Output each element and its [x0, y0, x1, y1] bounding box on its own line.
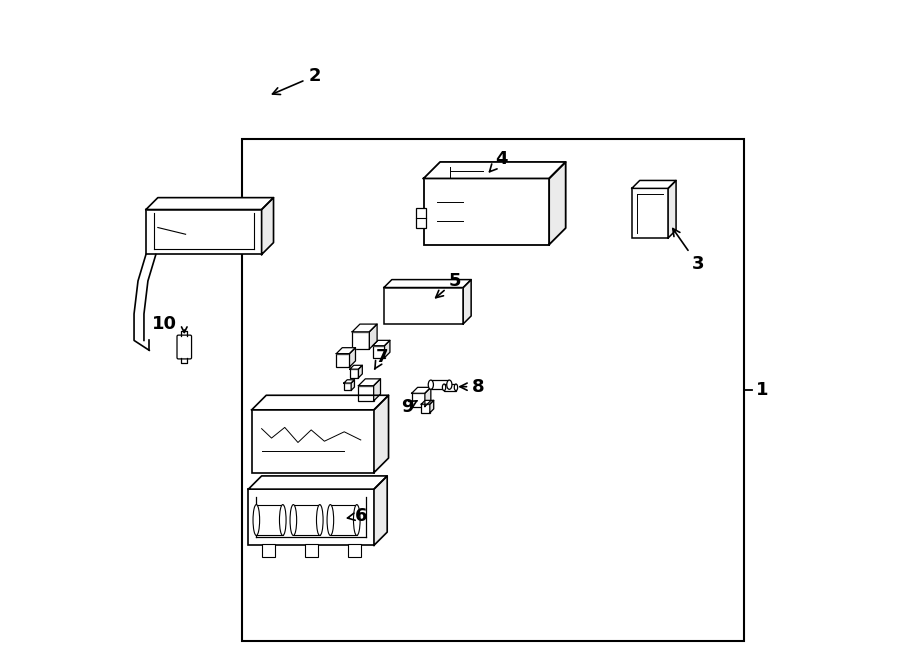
Bar — [146, 210, 262, 254]
Polygon shape — [252, 395, 389, 410]
Text: 4: 4 — [490, 149, 508, 172]
Polygon shape — [351, 380, 355, 390]
Bar — [293, 504, 320, 535]
Text: 1: 1 — [756, 381, 769, 399]
Bar — [344, 383, 351, 390]
Polygon shape — [411, 387, 431, 393]
Ellipse shape — [454, 384, 457, 391]
Polygon shape — [369, 324, 377, 349]
Text: 5: 5 — [436, 272, 462, 297]
Ellipse shape — [317, 504, 323, 535]
Text: 9: 9 — [400, 397, 417, 416]
Polygon shape — [248, 476, 387, 489]
Polygon shape — [668, 180, 676, 238]
Text: 2: 2 — [273, 67, 320, 95]
Ellipse shape — [428, 380, 434, 389]
Polygon shape — [384, 340, 390, 358]
Ellipse shape — [253, 504, 259, 535]
Polygon shape — [373, 340, 390, 346]
Polygon shape — [374, 379, 381, 401]
Ellipse shape — [354, 504, 360, 535]
Bar — [304, 544, 318, 557]
Polygon shape — [425, 387, 431, 407]
Bar — [384, 288, 464, 324]
Bar — [416, 208, 426, 228]
Bar — [262, 544, 274, 557]
Polygon shape — [384, 280, 472, 288]
Ellipse shape — [327, 504, 334, 535]
Polygon shape — [344, 380, 355, 383]
Text: 6: 6 — [347, 506, 367, 525]
Polygon shape — [349, 348, 356, 367]
Bar — [248, 489, 374, 545]
Bar — [632, 188, 668, 238]
Bar — [337, 354, 349, 367]
Polygon shape — [374, 395, 389, 473]
Bar — [431, 380, 449, 389]
Polygon shape — [262, 198, 274, 254]
Bar — [358, 385, 374, 401]
Polygon shape — [352, 324, 377, 332]
Polygon shape — [146, 198, 274, 210]
Ellipse shape — [446, 380, 452, 389]
Bar — [411, 393, 425, 407]
Polygon shape — [421, 401, 434, 404]
Bar — [330, 504, 356, 535]
Bar — [373, 346, 384, 358]
Bar — [347, 544, 361, 557]
Polygon shape — [358, 379, 381, 385]
Bar — [352, 332, 369, 349]
Bar — [424, 178, 549, 245]
Ellipse shape — [280, 504, 286, 535]
Text: 8: 8 — [460, 377, 485, 396]
Polygon shape — [374, 476, 387, 545]
Polygon shape — [424, 162, 566, 178]
Text: 3: 3 — [673, 229, 704, 274]
Text: 10: 10 — [152, 315, 177, 333]
Bar — [252, 410, 374, 473]
Polygon shape — [350, 366, 363, 369]
Ellipse shape — [443, 384, 446, 391]
Bar — [421, 404, 430, 412]
Bar — [242, 139, 744, 641]
Bar — [256, 504, 283, 535]
Text: 7: 7 — [374, 348, 388, 369]
Polygon shape — [549, 162, 566, 245]
Polygon shape — [430, 401, 434, 412]
Bar — [444, 384, 456, 391]
Polygon shape — [358, 366, 363, 378]
Polygon shape — [632, 180, 676, 188]
Bar — [350, 369, 358, 378]
FancyBboxPatch shape — [177, 335, 192, 359]
Polygon shape — [337, 348, 356, 354]
Polygon shape — [464, 280, 472, 324]
Ellipse shape — [290, 504, 297, 535]
